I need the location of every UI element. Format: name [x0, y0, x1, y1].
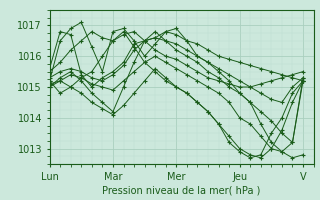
X-axis label: Pression niveau de la mer( hPa ): Pression niveau de la mer( hPa ) — [102, 186, 261, 196]
